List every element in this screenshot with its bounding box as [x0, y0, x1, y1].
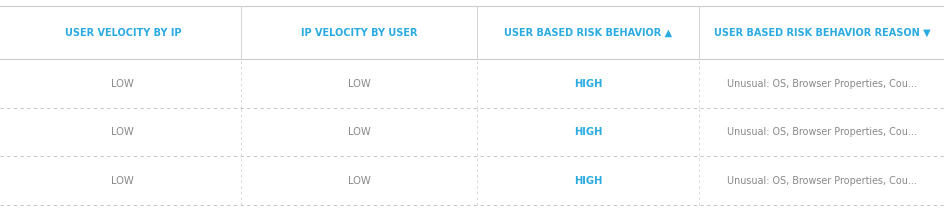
Text: LOW: LOW — [111, 79, 134, 89]
Text: Unusual: OS, Browser Properties, Cou...: Unusual: OS, Browser Properties, Cou... — [727, 127, 916, 137]
Text: USER BASED RISK BEHAVIOR ▲: USER BASED RISK BEHAVIOR ▲ — [504, 28, 671, 38]
Text: USER VELOCITY BY IP: USER VELOCITY BY IP — [64, 28, 181, 38]
Text: LOW: LOW — [347, 176, 370, 186]
Text: LOW: LOW — [347, 127, 370, 137]
Text: Unusual: OS, Browser Properties, Cou...: Unusual: OS, Browser Properties, Cou... — [727, 79, 916, 89]
Text: IP VELOCITY BY USER: IP VELOCITY BY USER — [300, 28, 417, 38]
Text: LOW: LOW — [111, 127, 134, 137]
Text: HIGH: HIGH — [573, 176, 602, 186]
Text: HIGH: HIGH — [573, 127, 602, 137]
Text: HIGH: HIGH — [573, 79, 602, 89]
Text: Unusual: OS, Browser Properties, Cou...: Unusual: OS, Browser Properties, Cou... — [727, 176, 916, 186]
Text: USER BASED RISK BEHAVIOR REASON ▼: USER BASED RISK BEHAVIOR REASON ▼ — [713, 28, 930, 38]
Text: LOW: LOW — [347, 79, 370, 89]
Text: LOW: LOW — [111, 176, 134, 186]
